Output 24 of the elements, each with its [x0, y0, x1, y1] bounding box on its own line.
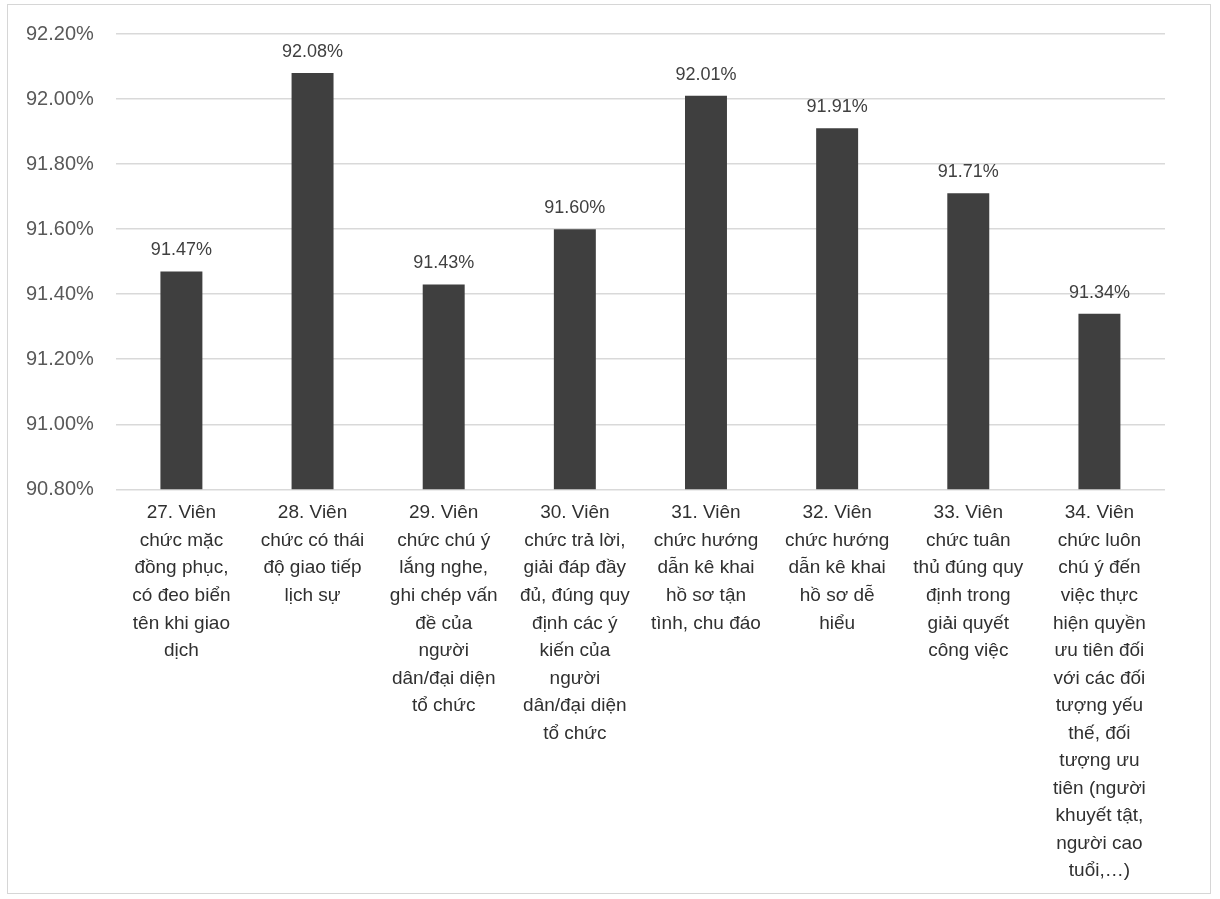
y-tick-label: 91.00%: [25, 411, 95, 434]
data-label: 91.60%: [544, 197, 606, 218]
y-tick-label: 91.40%: [25, 281, 95, 304]
x-tick-label: 27. Viên chức mặc đồng phục, có đeo biển tên khi giao dịch: [132, 501, 231, 661]
x-tick-label: 33. Viên chức tuân thủ đúng quy định trong giải quyết công việc: [913, 501, 1024, 661]
y-tick-label: 91.20%: [25, 346, 95, 369]
y-tick-label: 92.20%: [25, 21, 95, 44]
data-label: 92.08%: [282, 40, 344, 61]
data-label: 92.01%: [675, 63, 737, 84]
data-label: 91.47%: [150, 239, 212, 260]
x-tick-label: 31. Viên chức hướng dẫn kê khai hồ sơ tận tình, chu đáo: [651, 501, 761, 633]
data-label: 91.43%: [413, 252, 475, 273]
category-label: 34. Viên chức luôn chú ý đến việc thực hiện quyền ưu tiên đối với các đối tượng yếu thế, đối tượng ưu tiên (người khuyết tật, người cao tuổi,…): [1052, 501, 1146, 881]
x-tick-label: 28. Viên chức có thái độ giao tiếp lịch sự: [260, 501, 365, 605]
data-label: 91.34%: [1068, 281, 1130, 302]
y-tick-label: 91.80%: [25, 151, 95, 174]
y-tick-label: 92.00%: [25, 86, 95, 109]
y-tick-label: 90.80%: [25, 476, 95, 499]
x-tick-label: 29. Viên chức chú ý lắng nghe, ghi chép vấn đề của người dân/đại diện tổ chức: [389, 501, 498, 716]
x-tick-label: 32. Viên chức hướng dẫn kê khai hồ sơ dễ hiểu: [784, 501, 890, 633]
category-label: 30. Viên chức trả lời, giải đáp đầy đủ, đúng quy định các ý kiến của người dân/đại diện tổ chức: [519, 501, 630, 743]
y-tick-label: 91.60%: [25, 216, 95, 239]
data-label: 91.91%: [806, 96, 868, 117]
data-label: 91.71%: [937, 161, 999, 182]
